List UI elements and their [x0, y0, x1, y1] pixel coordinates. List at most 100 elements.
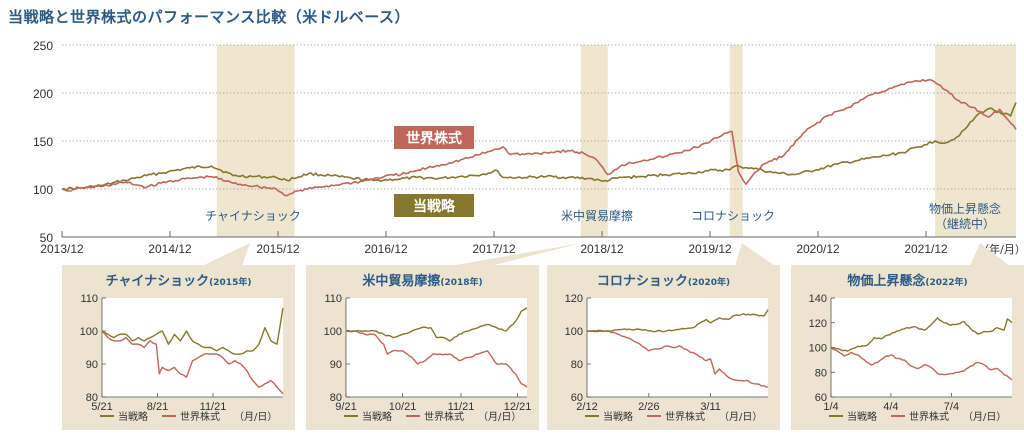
panel-y-tick-label: 80 — [330, 392, 342, 404]
callout-pointer — [735, 243, 775, 266]
panel-title-main: コロナショック — [597, 274, 688, 289]
panel-x-tick-label: 1/4 — [823, 401, 838, 413]
panel-title-main: チャイナショック — [106, 274, 210, 289]
panel-x-tick-label: 3/11 — [700, 401, 721, 413]
legend-label-world: 世界株式 — [909, 410, 949, 423]
panel-corona: コロナショック(2020年) 60 80 100 120 2/12 2/26 3/11 当戦略 世… — [547, 265, 780, 430]
series-label-box — [394, 194, 474, 217]
panel-x-tick-label: 12/21 — [504, 401, 532, 413]
panel-x-tick-label: 9/21 — [335, 401, 356, 413]
panel-plot-area — [346, 298, 527, 397]
panel-legend: 当戦略 世界株式 （月/日） — [100, 410, 277, 423]
panel-trade: 米中貿易摩擦(2018年) 80 90 100 110 9/21 10/21 11/21 12/… — [306, 265, 539, 430]
callout-pointer — [970, 243, 1010, 266]
panel-x-tick-label: 2/26 — [638, 401, 659, 413]
panel-y-tick-label: 80 — [815, 367, 827, 379]
x-tick-label: 2016/12 — [364, 242, 408, 256]
panel-x-tick-label: 11/21 — [448, 401, 475, 413]
series-line-strategy — [61, 102, 1017, 191]
legend-label-strategy: 当戦略 — [362, 410, 392, 423]
legend-label-world: 世界株式 — [424, 410, 464, 423]
legend-label-world: 世界株式 — [180, 410, 220, 423]
panel-y-tick-label: 60 — [571, 392, 583, 404]
y-tick-label: 200 — [33, 87, 53, 101]
x-tick-label: 2018/12 — [580, 242, 624, 256]
panel-y-tick-label: 60 — [815, 392, 827, 404]
x-tick-label: 2013/12 — [40, 242, 84, 256]
panel-plot-area — [587, 298, 768, 397]
panel-legend: 当戦略 世界株式 （月/日） — [829, 410, 1006, 423]
panel-series-strategy — [101, 307, 284, 355]
series-line-world — [61, 78, 1017, 197]
callout-pointer — [202, 243, 250, 266]
series-label-box — [394, 126, 474, 149]
event-label: 物価上昇懸念 — [929, 201, 1001, 216]
panel-series-world — [101, 330, 284, 395]
y-tick-label: 50 — [40, 231, 54, 245]
panel-x-unit: （月/日） — [478, 411, 521, 423]
panel-series-strategy — [830, 317, 1013, 352]
main-plot: 50 100 150 200 250 2013/12 2014/12 2015/12 2016/… — [33, 39, 1024, 256]
series-label-text: 世界株式 — [406, 130, 462, 147]
panel-y-tick-label: 100 — [809, 343, 827, 355]
panel-title-main: 物価上昇懸念 — [847, 273, 925, 289]
panel-x-tick-label: 11/21 — [200, 401, 227, 413]
panel-series-world — [586, 329, 769, 388]
chart-title: 当戦略と世界株式のパフォーマンス比較（米ドルベース） — [8, 8, 410, 26]
event-label: チャイナショック — [205, 209, 301, 223]
panel-y-tick-label: 100 — [80, 326, 98, 338]
panel-legend: 当戦略 世界株式 （月/日） — [585, 410, 762, 423]
event-label: コロナショック — [691, 209, 775, 223]
event-label-sub: （継続中） — [935, 216, 995, 231]
panel-title: 物価上昇懸念(2022年) — [847, 273, 967, 289]
x-tick-label: 2021/12 — [904, 242, 948, 256]
panel-x-unit: （月/日） — [234, 411, 277, 423]
panel-title-year: (2015年) — [209, 276, 251, 288]
panel-title-year: (2022年) — [925, 276, 967, 288]
panel-y-tick-label: 140 — [809, 293, 827, 305]
callout-connectors — [202, 243, 1010, 266]
panel-title: コロナショック(2020年) — [597, 274, 730, 289]
x-tick-label: 2019/12 — [688, 242, 732, 256]
panel-y-tick-label: 80 — [571, 359, 583, 371]
panel-y-tick-label: 90 — [86, 359, 98, 371]
legend-label-strategy: 当戦略 — [118, 410, 148, 423]
panel-y-tick-label: 100 — [324, 326, 342, 338]
panel-x-tick-label: 2/12 — [576, 401, 597, 413]
panel-x-tick-label: 10/21 — [389, 401, 417, 413]
legend-label-strategy: 当戦略 — [847, 410, 877, 423]
x-tick-label: 2020/12 — [796, 242, 840, 256]
panel-x-tick-label: 8/21 — [147, 401, 168, 413]
panel-y-tick-label: 110 — [80, 293, 98, 305]
panel-title-year: (2018年) — [440, 276, 482, 288]
event-shade-2 — [729, 45, 743, 237]
y-tick-label: 100 — [33, 183, 53, 197]
panel-legend: 当戦略 世界株式 （月/日） — [344, 410, 521, 423]
y-tick-label: 150 — [33, 135, 53, 149]
legend-label-world: 世界株式 — [665, 410, 705, 423]
y-tick-label: 250 — [33, 39, 53, 53]
panel-title: 米中貿易摩擦(2018年) — [362, 273, 482, 289]
panel-series-world — [830, 346, 1013, 381]
series-label-text: 当戦略 — [413, 198, 456, 215]
x-tick-label: 2017/12 — [472, 242, 516, 256]
event-label: 米中貿易摩擦 — [561, 208, 633, 223]
panel-series-strategy — [586, 309, 769, 333]
panel-x-unit: （月/日） — [719, 411, 762, 423]
panel-y-tick-label: 120 — [809, 318, 827, 330]
panel-y-tick-label: 110 — [324, 293, 342, 305]
panel-title-main: 米中貿易摩擦 — [362, 273, 440, 289]
x-tick-label: 2015/12 — [256, 242, 300, 256]
panel-series-strategy — [345, 307, 528, 342]
panel-inflation: 物価上昇懸念(2022年) 60 80 100 120 140 1/4 4/4 7/4 当戦略 世界… — [791, 265, 1024, 430]
panel-title: チャイナショック(2015年) — [106, 274, 252, 289]
x-tick-label: 2014/12 — [148, 242, 192, 256]
panel-y-tick-label: 80 — [86, 392, 98, 404]
panel-x-unit: （月/日） — [963, 411, 1006, 423]
panel-x-tick-label: 4/4 — [883, 401, 898, 413]
panel-x-tick-label: 7/4 — [944, 401, 959, 413]
legend-label-strategy: 当戦略 — [603, 410, 633, 423]
